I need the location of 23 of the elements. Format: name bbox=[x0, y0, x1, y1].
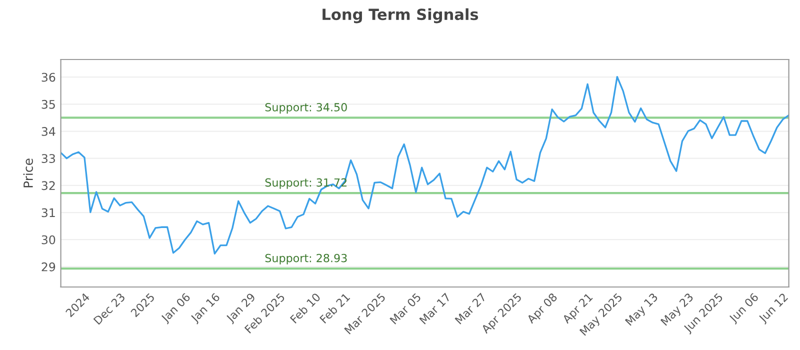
ref-line-label: Support: 34.50 bbox=[265, 103, 347, 114]
x-tick-label: Apr 08 bbox=[526, 292, 560, 326]
line-series bbox=[60, 76, 789, 255]
y-tick-label: 32 bbox=[42, 181, 55, 190]
y-tick-label: 30 bbox=[42, 235, 56, 244]
x-tick-label: Jun 06 bbox=[728, 292, 760, 325]
y-tick-label: 36 bbox=[42, 72, 56, 82]
x-tick-label: Mar 17 bbox=[419, 292, 451, 324]
x-tick-label: Dec 23 bbox=[93, 292, 126, 325]
chart-title: Long Term Signals bbox=[322, 8, 478, 24]
x-tick-label: Jan 16 bbox=[190, 292, 222, 324]
y-tick-label: 29 bbox=[42, 262, 56, 272]
y-tick-label: 35 bbox=[42, 100, 55, 109]
x-tick-label: Jun 12 bbox=[758, 292, 790, 325]
y-tick-label: 33 bbox=[42, 154, 55, 164]
x-tick-label: Feb 10 bbox=[290, 292, 321, 324]
ref-line-label: Support: 28.93 bbox=[265, 254, 347, 264]
x-tick-label: Mar 27 bbox=[454, 292, 486, 324]
y-axis-title: Price bbox=[23, 158, 33, 188]
y-tick-label: 34 bbox=[42, 126, 56, 136]
x-tick-label: Jan 06 bbox=[160, 292, 192, 324]
y-tick-label: 31 bbox=[42, 208, 55, 218]
x-tick-label: Feb 21 bbox=[319, 292, 350, 324]
